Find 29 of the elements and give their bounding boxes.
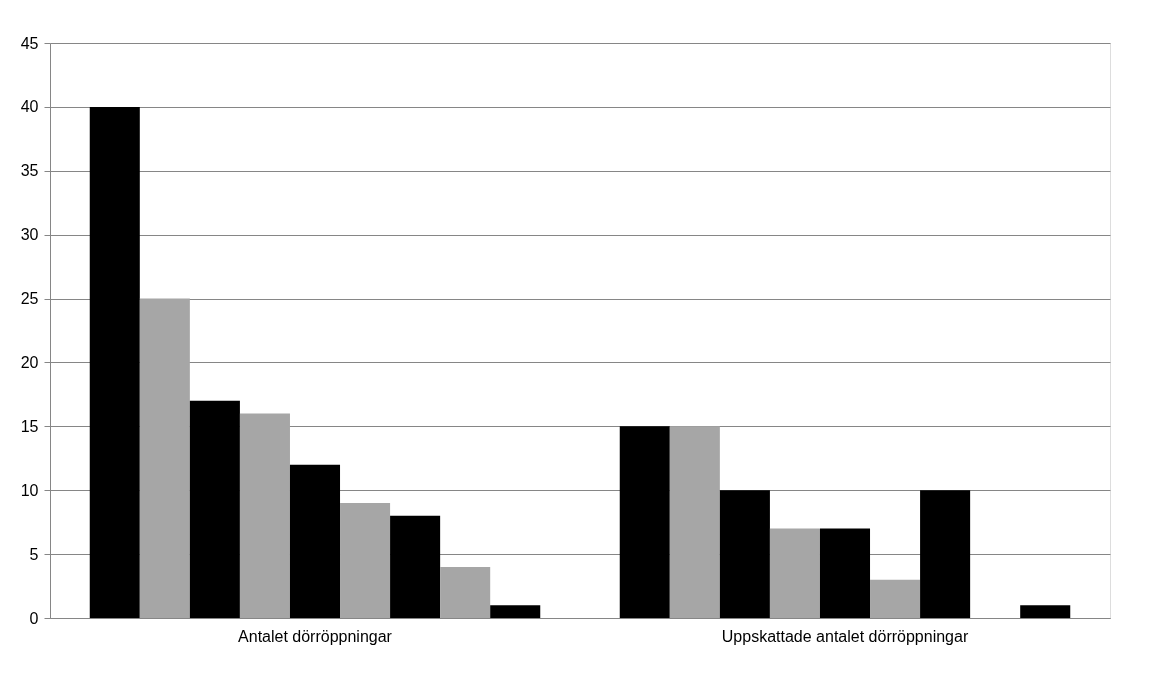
y-tick-label: 20 bbox=[20, 353, 39, 371]
y-tick-label: 45 bbox=[20, 34, 39, 52]
bar bbox=[920, 490, 971, 618]
y-tick-label: 25 bbox=[20, 290, 39, 308]
x-tick-label: Antalet dörröppningar bbox=[238, 627, 393, 645]
y-tick-label: 10 bbox=[20, 481, 39, 499]
x-tick-label: Uppskattade antalet dörröppningar bbox=[721, 627, 969, 645]
bar bbox=[289, 464, 341, 618]
y-tick-label: 15 bbox=[20, 417, 39, 435]
y-tick-label: 35 bbox=[20, 162, 39, 180]
bar bbox=[870, 579, 921, 618]
bar bbox=[719, 490, 770, 618]
bar bbox=[490, 605, 541, 618]
bar bbox=[440, 566, 491, 618]
bar bbox=[769, 528, 820, 618]
bar bbox=[340, 503, 391, 618]
bar bbox=[669, 426, 720, 618]
bar bbox=[619, 426, 670, 618]
bar bbox=[819, 528, 871, 618]
y-tick-label: 0 bbox=[29, 609, 39, 627]
y-tick-label: 5 bbox=[29, 545, 39, 563]
y-tick-label: 30 bbox=[20, 226, 39, 244]
y-tick-label: 40 bbox=[20, 98, 39, 116]
bar bbox=[89, 106, 140, 618]
bar bbox=[239, 413, 290, 618]
bar bbox=[139, 298, 190, 618]
bar bbox=[390, 515, 441, 618]
bar bbox=[189, 400, 240, 618]
bar bbox=[1020, 605, 1071, 618]
